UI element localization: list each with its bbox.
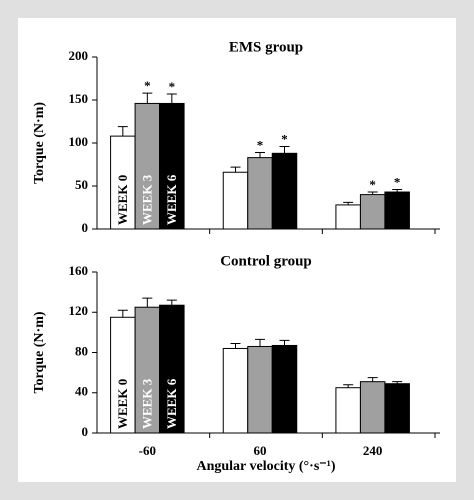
error-bar: [279, 339, 290, 346]
y-tick-label: 100: [69, 134, 89, 149]
bar: [335, 204, 361, 230]
bar: [110, 135, 136, 230]
chart-title: Control group: [220, 253, 312, 269]
error-bar: [166, 93, 177, 104]
error-bar: [279, 145, 290, 154]
significance-mark: *: [369, 177, 376, 192]
error-bar: [343, 201, 354, 205]
bar: [222, 347, 249, 434]
y-tick-label: 0: [82, 220, 89, 235]
x-tick-label: 240: [363, 443, 383, 458]
error-bar: [255, 151, 265, 158]
error-bar: [142, 297, 153, 308]
bar: [271, 152, 298, 230]
bar: [384, 383, 410, 434]
bar: [222, 171, 249, 230]
bar: [159, 304, 185, 434]
bar: [110, 316, 136, 434]
chart-title: EMS group: [229, 39, 303, 55]
significance-mark: *: [169, 79, 176, 94]
series-label: WEEK 6: [164, 378, 179, 429]
error-bar: [392, 381, 403, 384]
bar: [159, 102, 185, 230]
series-label: WEEK 3: [139, 378, 154, 429]
error-bar: [343, 384, 354, 388]
y-axis-label: Torque (N·m): [32, 102, 47, 184]
y-tick-label: 150: [69, 91, 89, 106]
significance-mark: *: [144, 78, 151, 93]
bar: [134, 306, 161, 434]
series-label: WEEK 3: [139, 174, 154, 225]
y-tick-label: 80: [75, 343, 88, 358]
bar: [271, 344, 298, 434]
x-tick-label: -60: [139, 443, 156, 458]
bar: [359, 381, 386, 434]
significance-mark: *: [257, 137, 264, 152]
bar: [134, 102, 161, 230]
y-tick-label: 50: [75, 177, 88, 192]
x-axis-label: Angular velocity (°·s⁻¹): [196, 459, 335, 474]
error-bar: [230, 166, 241, 173]
x-tick-label: 60: [254, 443, 267, 458]
error-bar: [230, 342, 241, 349]
bar: [247, 157, 273, 230]
series-label: WEEK 6: [164, 174, 179, 225]
y-tick-label: 40: [75, 384, 88, 399]
series-label: WEEK 0: [115, 175, 130, 225]
bar: [335, 387, 361, 434]
error-bar: [367, 377, 378, 382]
bar: [359, 194, 386, 230]
y-tick-label: 160: [69, 263, 89, 278]
y-tick-label: 200: [69, 48, 89, 63]
bar: [384, 191, 410, 230]
bar: [247, 345, 273, 434]
y-tick-label: 120: [69, 303, 89, 318]
y-tick-label: 0: [82, 424, 89, 439]
significance-mark: *: [281, 131, 288, 146]
series-label: WEEK 0: [115, 379, 130, 429]
significance-mark: *: [394, 174, 401, 189]
error-bar: [255, 338, 265, 347]
error-bar: [117, 126, 128, 137]
error-bar: [142, 92, 153, 104]
error-bar: [367, 191, 378, 195]
error-bar: [117, 309, 128, 318]
y-axis-label: Torque (N·m): [32, 311, 47, 393]
error-bar: [392, 188, 403, 193]
error-bar: [166, 299, 177, 306]
